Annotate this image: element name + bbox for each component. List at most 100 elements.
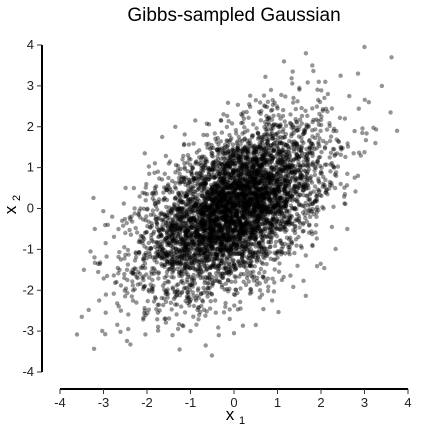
scatter-point	[105, 222, 111, 227]
scatter-point	[208, 196, 213, 202]
scatter-point	[231, 205, 236, 211]
scatter-point	[239, 120, 244, 126]
scatter-point	[204, 254, 209, 260]
scatter-point	[236, 202, 241, 208]
scatter-point	[142, 305, 147, 311]
scatter-point	[310, 242, 315, 248]
scatter-point	[259, 108, 264, 114]
scatter-point	[147, 225, 153, 230]
scatter-point	[210, 163, 216, 168]
scatter-point	[260, 153, 265, 158]
scatter-point	[92, 255, 97, 260]
scatter-point	[251, 196, 256, 201]
scatter-point	[213, 256, 218, 261]
scatter-point	[116, 304, 122, 309]
scatter-point	[177, 347, 182, 352]
scatter-point	[217, 176, 223, 181]
scatter-point	[92, 226, 98, 232]
scatter-point	[253, 244, 258, 249]
scatter-point	[247, 140, 252, 146]
scatter-point	[306, 123, 311, 128]
scatter-point	[282, 204, 287, 209]
scatter-point	[186, 177, 192, 182]
scatter-point	[188, 189, 194, 194]
scatter-point	[168, 300, 174, 305]
scatter-point	[225, 100, 231, 106]
scatter-point	[319, 149, 324, 155]
scatter-point	[142, 261, 148, 266]
scatter-point	[126, 326, 131, 332]
scatter-point	[157, 308, 162, 313]
scatter-point	[260, 238, 265, 243]
scatter-point	[279, 92, 284, 98]
scatter-point	[271, 257, 276, 262]
scatter-point	[122, 245, 127, 250]
scatter-point	[251, 150, 256, 155]
scatter-point	[263, 249, 269, 254]
scatter-point	[289, 205, 295, 211]
scatter-point	[242, 125, 247, 130]
scatter-point	[218, 241, 224, 247]
scatter-point	[265, 252, 270, 257]
scatter-point	[236, 259, 241, 264]
scatter-point	[270, 156, 275, 161]
scatter-point	[214, 241, 219, 246]
scatter-point	[362, 150, 367, 155]
scatter-point	[164, 187, 169, 193]
scatter-point	[286, 165, 291, 170]
scatter-point	[229, 253, 234, 259]
scatter-point	[360, 126, 365, 131]
scatter-point	[237, 180, 243, 185]
scatter-point	[264, 261, 269, 267]
scatter-point	[182, 215, 187, 221]
scatter-point	[159, 261, 164, 267]
scatter-point	[246, 279, 251, 284]
scatter-point	[163, 299, 169, 304]
scatter-point	[245, 255, 250, 260]
scatter-point	[290, 192, 296, 197]
scatter-point	[228, 155, 234, 160]
scatter-point	[317, 99, 323, 105]
scatter-point	[293, 106, 298, 112]
scatter-point	[219, 229, 224, 235]
scatter-point	[205, 258, 211, 263]
scatter-point	[135, 275, 140, 281]
scatter-point	[159, 218, 164, 223]
scatter-point	[125, 247, 131, 253]
scatter-point	[261, 137, 266, 142]
scatter-point	[218, 273, 223, 278]
scatter-point	[310, 161, 315, 167]
scatter-point	[355, 71, 361, 76]
scatter-point	[233, 287, 238, 292]
scatter-point	[293, 197, 299, 203]
scatter-point	[241, 262, 246, 268]
scatter-point	[188, 274, 193, 280]
scatter-point	[329, 180, 334, 186]
scatter-point	[150, 266, 155, 271]
scatter-point	[267, 231, 273, 236]
scatter-point	[185, 181, 191, 186]
scatter-point	[240, 231, 245, 237]
scatter-point	[118, 308, 124, 313]
scatter-point	[199, 175, 205, 180]
scatter-point	[220, 165, 226, 170]
scatter-point	[226, 149, 231, 154]
scatter-point	[192, 183, 197, 189]
scatter-point	[330, 146, 336, 152]
scatter-point	[285, 164, 290, 169]
scatter-point	[122, 256, 127, 261]
scatter-point	[286, 215, 291, 220]
scatter-point	[288, 221, 293, 226]
scatter-point	[289, 76, 294, 81]
scatter-point	[178, 200, 184, 205]
scatter-point	[236, 148, 241, 153]
scatter-point	[325, 109, 330, 114]
scatter-point	[202, 184, 207, 189]
scatter-point	[320, 204, 325, 210]
scatter-point	[205, 243, 210, 248]
scatter-point	[148, 212, 153, 217]
scatter-point	[227, 251, 232, 256]
scatter-point	[203, 245, 208, 250]
scatter-point	[115, 322, 120, 327]
scatter-point	[299, 135, 304, 140]
